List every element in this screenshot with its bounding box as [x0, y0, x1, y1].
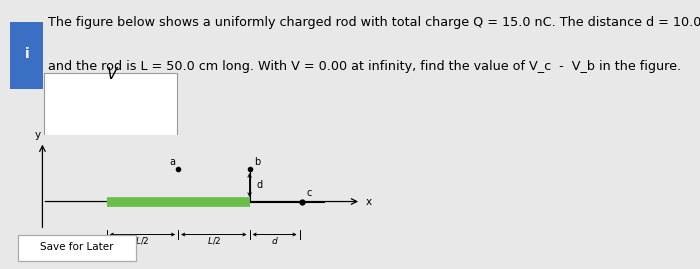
Bar	[44, 73, 176, 150]
Text: The figure below shows a uniformly charged rod with total charge Q = 15.0 nC. Th: The figure below shows a uniformly charg…	[48, 16, 700, 29]
Text: y: y	[35, 130, 41, 140]
Text: Save for Later: Save for Later	[41, 242, 113, 253]
Text: a: a	[169, 157, 176, 167]
Text: b: b	[254, 157, 260, 167]
Text: c: c	[307, 188, 312, 198]
Text: d: d	[257, 180, 262, 190]
Bar	[18, 235, 136, 261]
Text: $L/2$: $L/2$	[135, 235, 150, 246]
Text: $L/2$: $L/2$	[206, 235, 221, 246]
Text: $d$: $d$	[271, 235, 279, 246]
Text: i: i	[25, 47, 29, 61]
Text: x: x	[365, 197, 372, 207]
Bar	[10, 22, 43, 89]
Text: V: V	[107, 67, 118, 82]
Text: and the rod is L = 50.0 cm long. With V = 0.00 at infinity, find the value of V_: and the rod is L = 50.0 cm long. With V …	[48, 60, 681, 73]
